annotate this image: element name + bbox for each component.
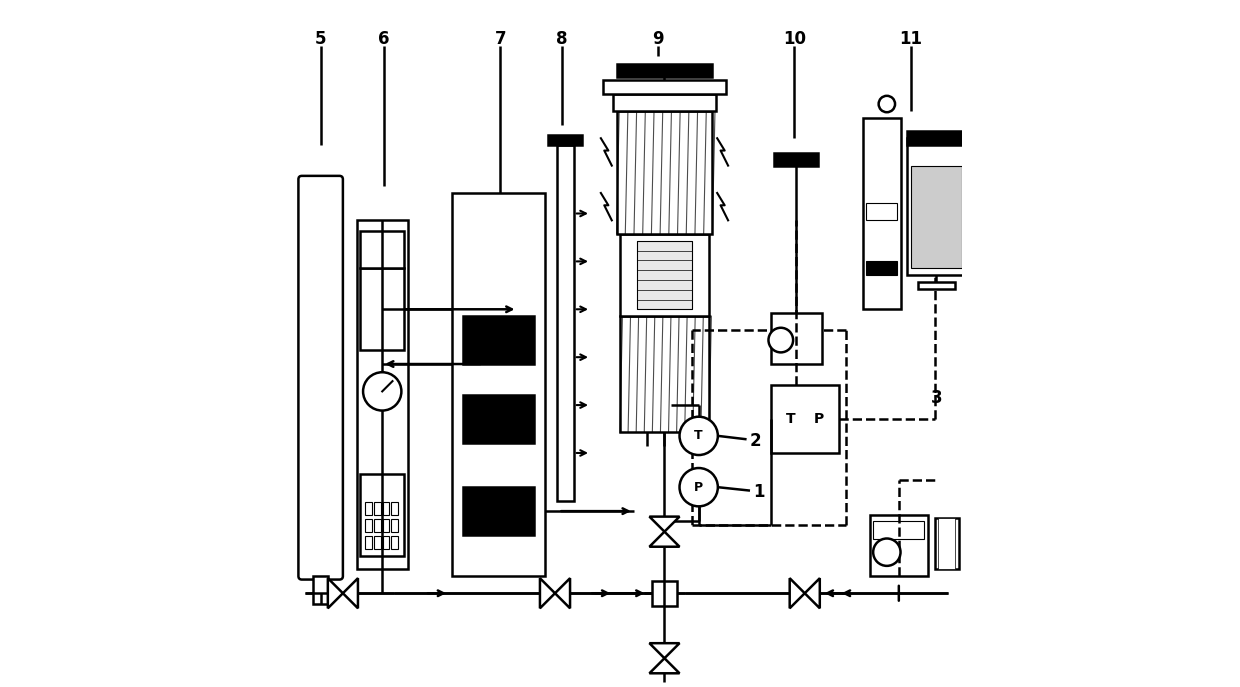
Polygon shape: [327, 578, 343, 608]
FancyBboxPatch shape: [299, 176, 343, 580]
Bar: [365, 537, 372, 549]
Bar: [357, 221, 408, 570]
Bar: [616, 111, 712, 234]
Circle shape: [879, 95, 895, 112]
Text: 6: 6: [378, 30, 389, 48]
Polygon shape: [650, 532, 680, 547]
Bar: [453, 193, 544, 576]
Bar: [603, 80, 727, 93]
Bar: [770, 313, 822, 364]
Text: 10: 10: [782, 30, 806, 48]
Bar: [373, 519, 381, 532]
Bar: [392, 502, 398, 515]
Bar: [908, 138, 966, 275]
Bar: [383, 502, 389, 515]
Text: 5: 5: [315, 30, 327, 48]
Text: 1: 1: [754, 483, 765, 501]
Circle shape: [769, 328, 794, 352]
Circle shape: [873, 539, 900, 566]
Bar: [939, 518, 955, 570]
Bar: [392, 519, 398, 532]
Circle shape: [680, 417, 718, 455]
Bar: [935, 518, 959, 570]
Text: 9: 9: [652, 30, 663, 48]
Bar: [918, 282, 955, 289]
Circle shape: [680, 468, 718, 506]
Bar: [360, 231, 404, 268]
Bar: [908, 131, 966, 145]
Bar: [463, 395, 534, 442]
Circle shape: [363, 372, 402, 411]
Bar: [637, 241, 692, 309]
Bar: [463, 487, 534, 535]
Bar: [383, 537, 389, 549]
Bar: [774, 153, 818, 166]
Bar: [869, 515, 928, 576]
Polygon shape: [539, 578, 556, 608]
Bar: [867, 203, 897, 221]
Bar: [863, 117, 900, 309]
Text: P: P: [813, 412, 823, 426]
Bar: [365, 502, 372, 515]
Text: T: T: [694, 429, 703, 442]
Bar: [867, 261, 897, 275]
Text: T: T: [786, 412, 796, 426]
Bar: [873, 521, 925, 539]
Text: 2: 2: [750, 431, 761, 450]
Text: 11: 11: [899, 30, 923, 48]
Bar: [557, 145, 574, 501]
Polygon shape: [790, 578, 805, 608]
Text: P: P: [694, 481, 703, 494]
Polygon shape: [805, 578, 820, 608]
Bar: [770, 385, 839, 453]
Polygon shape: [650, 643, 680, 658]
Bar: [620, 234, 709, 316]
Bar: [373, 537, 381, 549]
Bar: [620, 316, 709, 432]
Polygon shape: [650, 658, 680, 673]
Bar: [314, 576, 329, 603]
Bar: [365, 519, 372, 532]
Bar: [373, 502, 381, 515]
Bar: [463, 316, 534, 364]
Text: 7: 7: [495, 30, 506, 48]
Text: 3: 3: [931, 390, 942, 407]
Polygon shape: [650, 517, 680, 532]
Bar: [392, 537, 398, 549]
Bar: [383, 519, 389, 532]
Bar: [616, 65, 712, 77]
Bar: [652, 581, 677, 605]
Bar: [911, 166, 962, 268]
Polygon shape: [343, 578, 358, 608]
Bar: [613, 93, 715, 111]
Bar: [360, 473, 404, 556]
Bar: [548, 135, 583, 145]
Bar: [360, 268, 404, 350]
Text: 8: 8: [556, 30, 568, 48]
Polygon shape: [556, 578, 570, 608]
